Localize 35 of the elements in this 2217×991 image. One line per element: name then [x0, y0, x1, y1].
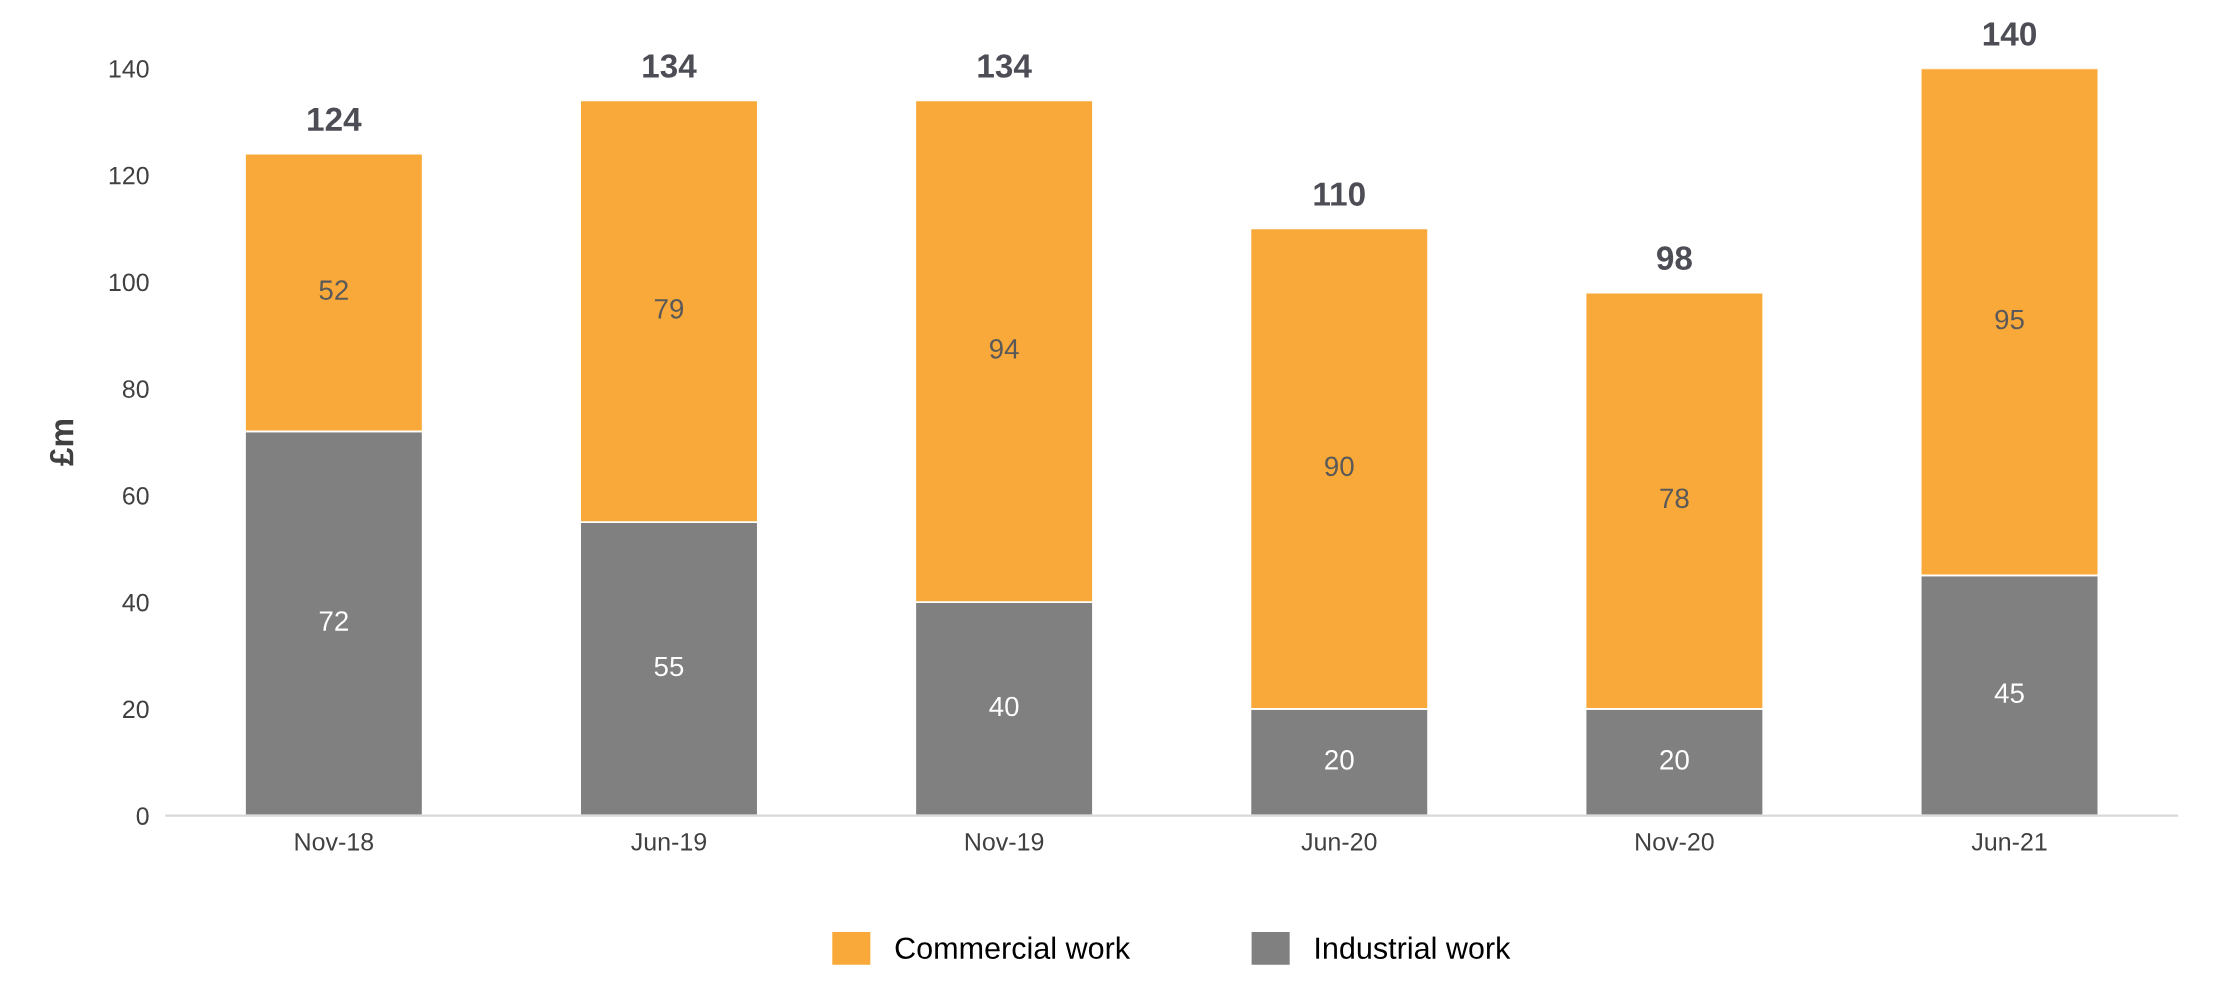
data-label: 20	[1660, 750, 1689, 770]
data-label: 40	[989, 696, 1019, 717]
total-label: 134	[978, 54, 1032, 78]
y-tick-label: 120	[109, 166, 149, 185]
data-label: 45	[1994, 683, 2024, 703]
y-tick-label: 0	[136, 807, 149, 825]
data-label: 79	[654, 299, 684, 319]
total-label: 134	[643, 54, 697, 78]
data-label: 55	[654, 656, 684, 677]
y-tick-label: 20	[123, 700, 149, 719]
data-label: 52	[319, 280, 348, 300]
y-tick-label: 60	[123, 486, 149, 505]
x-tick-label: Nov-19	[965, 832, 1044, 851]
data-label: 95	[1995, 309, 2024, 330]
data-label: 20	[1325, 750, 1354, 770]
legend-label: Industrial work	[1316, 936, 1511, 960]
y-tick-label: 100	[109, 273, 149, 292]
x-tick-label: Jun-20	[1301, 832, 1377, 851]
y-tick-label: 40	[122, 593, 149, 612]
y-tick-label: 140	[109, 59, 149, 78]
x-tick-label: Nov-20	[1636, 832, 1714, 851]
total-label: 124	[308, 107, 362, 131]
total-label: 140	[1983, 22, 2036, 46]
data-label: 72	[319, 611, 348, 631]
y-tick-label: 80	[122, 380, 149, 398]
legend-label: Commercial work	[895, 936, 1131, 960]
x-tick-label: Jun-21	[1971, 832, 2047, 851]
y-axis-title: £m	[49, 419, 74, 466]
x-tick-label: Jun-19	[631, 832, 707, 851]
data-label: 94	[989, 339, 1019, 359]
x-tick-label: Nov-18	[295, 832, 374, 851]
total-label: 110	[1314, 182, 1365, 206]
data-label: 90	[1325, 456, 1354, 477]
data-label: 78	[1660, 488, 1689, 509]
total-label: 98	[1657, 246, 1692, 270]
